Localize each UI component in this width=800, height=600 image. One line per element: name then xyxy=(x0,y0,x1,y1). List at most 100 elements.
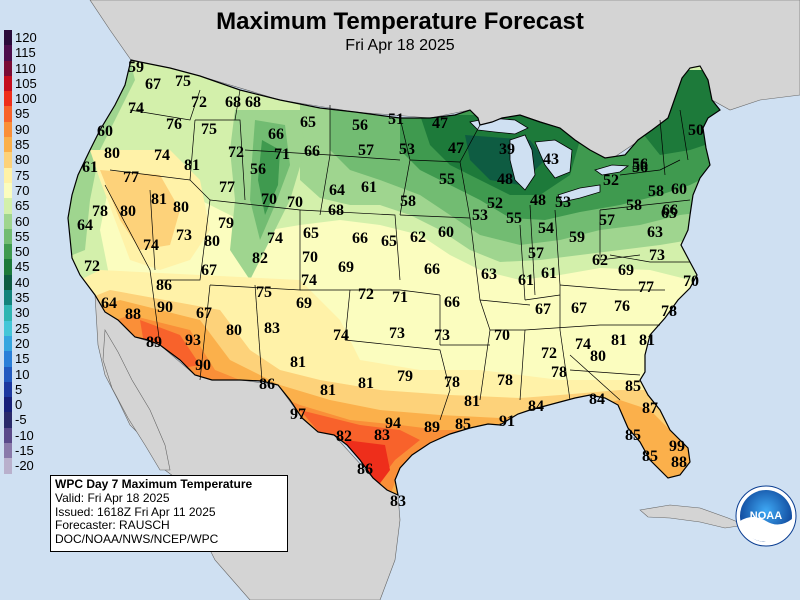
baja-peninsula xyxy=(102,329,171,471)
temp-label: 80 xyxy=(204,233,220,250)
temp-label: 64 xyxy=(101,295,117,312)
temp-label: 47 xyxy=(432,115,448,132)
temp-label: 89 xyxy=(146,334,162,351)
map-title: Maximum Temperature Forecast xyxy=(216,8,584,35)
temp-label: 55 xyxy=(506,210,522,227)
temp-label: 90 xyxy=(157,299,173,316)
temp-label: 83 xyxy=(390,493,406,510)
legend-row: 55 xyxy=(2,228,44,245)
legend-label: 65 xyxy=(15,198,30,214)
legend-row: 65 xyxy=(2,198,44,214)
legend-row: -15 xyxy=(2,443,44,459)
legend-swatch xyxy=(4,60,12,76)
temp-label: 90 xyxy=(195,357,211,374)
temp-label: 78 xyxy=(661,303,677,320)
legend-swatch xyxy=(4,259,12,275)
temp-label: 89 xyxy=(424,419,440,436)
legend-row: 75 xyxy=(2,167,44,183)
temp-label: 63 xyxy=(647,224,663,241)
map-date: Fri Apr 18 2025 xyxy=(345,37,455,54)
temp-label: 54 xyxy=(538,220,554,237)
legend-swatch xyxy=(4,167,12,183)
legend-label: 85 xyxy=(15,137,30,153)
temp-label: 53 xyxy=(472,207,488,224)
temp-label: 64 xyxy=(329,182,345,199)
temp-label: 62 xyxy=(410,229,426,246)
temp-label: 48 xyxy=(497,171,513,188)
legend-row: 115 xyxy=(2,45,44,61)
temp-label: 88 xyxy=(125,306,141,323)
temp-label: 65 xyxy=(661,205,677,222)
legend-label: 15 xyxy=(15,351,30,367)
legend-row: 100 xyxy=(2,91,44,107)
legend-swatch xyxy=(4,305,12,321)
temp-label: 81 xyxy=(464,393,480,410)
temp-label: 65 xyxy=(381,233,397,250)
legend-row: 85 xyxy=(2,137,44,153)
legend-row: -5 xyxy=(2,412,44,428)
temp-label: 81 xyxy=(611,332,627,349)
temp-label: 67 xyxy=(201,262,217,279)
legend-row: 45 xyxy=(2,259,44,275)
temp-label: 73 xyxy=(649,247,665,264)
legend-swatch xyxy=(4,106,12,122)
legend-label: 10 xyxy=(15,366,30,382)
legend-swatch xyxy=(4,45,12,61)
legend-row: 90 xyxy=(2,121,44,138)
temp-label: 61 xyxy=(361,179,377,196)
temp-label: 70 xyxy=(287,194,303,211)
temp-label: 68 xyxy=(328,202,344,219)
temp-label: 85 xyxy=(455,416,471,433)
legend-label: 115 xyxy=(15,45,36,61)
temp-label: 68 xyxy=(225,94,241,111)
temp-label: 50 xyxy=(688,122,704,139)
legend-label: 30 xyxy=(15,305,30,321)
legend-label: 50 xyxy=(15,244,30,260)
temp-label: 48 xyxy=(530,192,546,209)
temp-label: 72 xyxy=(358,286,374,303)
temp-label: 58 xyxy=(648,183,664,200)
temp-label: 88 xyxy=(671,454,687,471)
temp-label: 76 xyxy=(166,116,182,133)
temp-label: 67 xyxy=(535,301,551,318)
legend-swatch xyxy=(4,458,12,474)
legend-swatch xyxy=(4,182,12,199)
temp-label: 57 xyxy=(528,245,544,262)
temp-label: 81 xyxy=(184,157,200,174)
legend-label: 25 xyxy=(15,320,30,336)
info-heading: WPC Day 7 Maximum Temperature xyxy=(55,477,253,491)
temp-label: 80 xyxy=(173,199,189,216)
temp-label: 74 xyxy=(267,230,283,247)
legend-row: 105 xyxy=(2,75,44,92)
temp-label: 79 xyxy=(218,215,234,232)
forecast-info-box: WPC Day 7 Maximum Temperature Valid: Fri… xyxy=(50,475,288,552)
legend-row: -10 xyxy=(2,427,44,444)
temp-label: 39 xyxy=(499,141,515,158)
temp-label: 60 xyxy=(671,181,687,198)
legend-row: 20 xyxy=(2,335,44,352)
state-borders xyxy=(104,89,691,421)
temp-label: 78 xyxy=(497,372,513,389)
temp-label: 74 xyxy=(128,100,144,117)
temp-label: 69 xyxy=(296,295,312,312)
legend-row: 110 xyxy=(2,60,44,76)
temp-label: 61 xyxy=(541,265,557,282)
temp-label: 66 xyxy=(352,230,368,247)
legend-label: 70 xyxy=(15,182,30,198)
legend-swatch xyxy=(4,152,12,168)
temp-label: 70 xyxy=(261,191,277,208)
temp-label: 67 xyxy=(196,305,212,322)
legend-label: 45 xyxy=(15,259,30,275)
temp-label: 51 xyxy=(388,111,404,128)
temp-label: 66 xyxy=(424,261,440,278)
temp-label: 94 xyxy=(385,415,401,432)
temp-label: 60 xyxy=(438,224,454,241)
temp-label: 62 xyxy=(592,252,608,269)
legend-label: -5 xyxy=(15,412,27,428)
noaa-logo: NOAA xyxy=(735,485,797,547)
noaa-logo-text: NOAA xyxy=(750,510,782,522)
temp-label: 70 xyxy=(494,327,510,344)
temp-label: 85 xyxy=(625,378,641,395)
legend-label: 20 xyxy=(15,335,30,351)
temp-label: 81 xyxy=(639,332,655,349)
